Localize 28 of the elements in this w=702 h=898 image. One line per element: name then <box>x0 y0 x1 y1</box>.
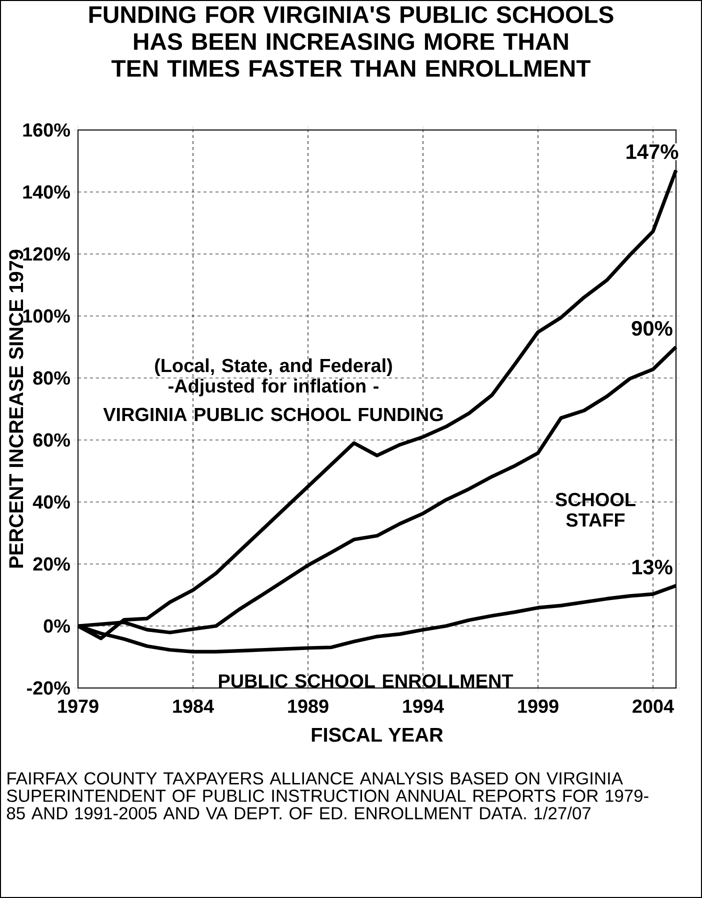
y-axis-title: PERCENT INCREASE SINCE 1979 <box>9 250 24 568</box>
y-tick-label: 60% <box>33 433 70 447</box>
series-label: VIRGINIA PUBLIC SCHOOL FUNDING <box>103 408 443 422</box>
text: SCHOOL STAFF <box>556 492 636 527</box>
x-axis-title: FISCAL YEAR <box>312 728 443 742</box>
y-tick-label: 0% <box>44 619 70 633</box>
y-tick-label: 80% <box>33 371 70 385</box>
x-tick-label: 1999 <box>518 700 558 713</box>
y-tick-label: -20% <box>27 681 70 695</box>
chart-title: FUNDING FOR VIRGINIA'S PUBLIC SCHOOLS HAS BEEN INCREASING MORE THAN TEN TIMES FASTER THAN ENROLLMENT <box>89 6 614 77</box>
y-tick-label: 100% <box>23 309 70 323</box>
annotation: -Adjusted for inflation - <box>168 378 378 396</box>
y-tick-label: 140% <box>23 185 70 199</box>
y-tick-label: 160% <box>23 123 70 137</box>
x-tick-label: 1984 <box>173 700 214 713</box>
data-label: 13% <box>632 560 672 574</box>
annotation: (Local, State, and Federal) <box>155 358 392 376</box>
text: FAIRFAX COUNTY TAXPAYERS ALLIANCE ANALYSIS BASED ON VIRGINIA SUPERINTENDENT OF PUBLIC INSTRUCTION ANNUAL REPORTS FOR 1979-85 AND 1991-2005 AND VA DEPT. OF ED. ENROLLMENT DATA. 1/27/07 <box>6 772 648 820</box>
x-tick-label: 1979 <box>58 700 98 713</box>
y-tick-label: 120% <box>23 247 70 261</box>
x-tick-label: 1989 <box>288 700 328 713</box>
series-label: PUBLIC SCHOOL ENROLLMENT <box>219 674 514 688</box>
x-tick-label: 1994 <box>403 700 444 713</box>
data-label: 147% <box>626 144 678 160</box>
data-label: 90% <box>632 320 672 336</box>
x-tick-label: 2004 <box>632 700 674 713</box>
y-tick-label: 40% <box>32 495 70 509</box>
y-tick-label: 20% <box>33 557 70 571</box>
